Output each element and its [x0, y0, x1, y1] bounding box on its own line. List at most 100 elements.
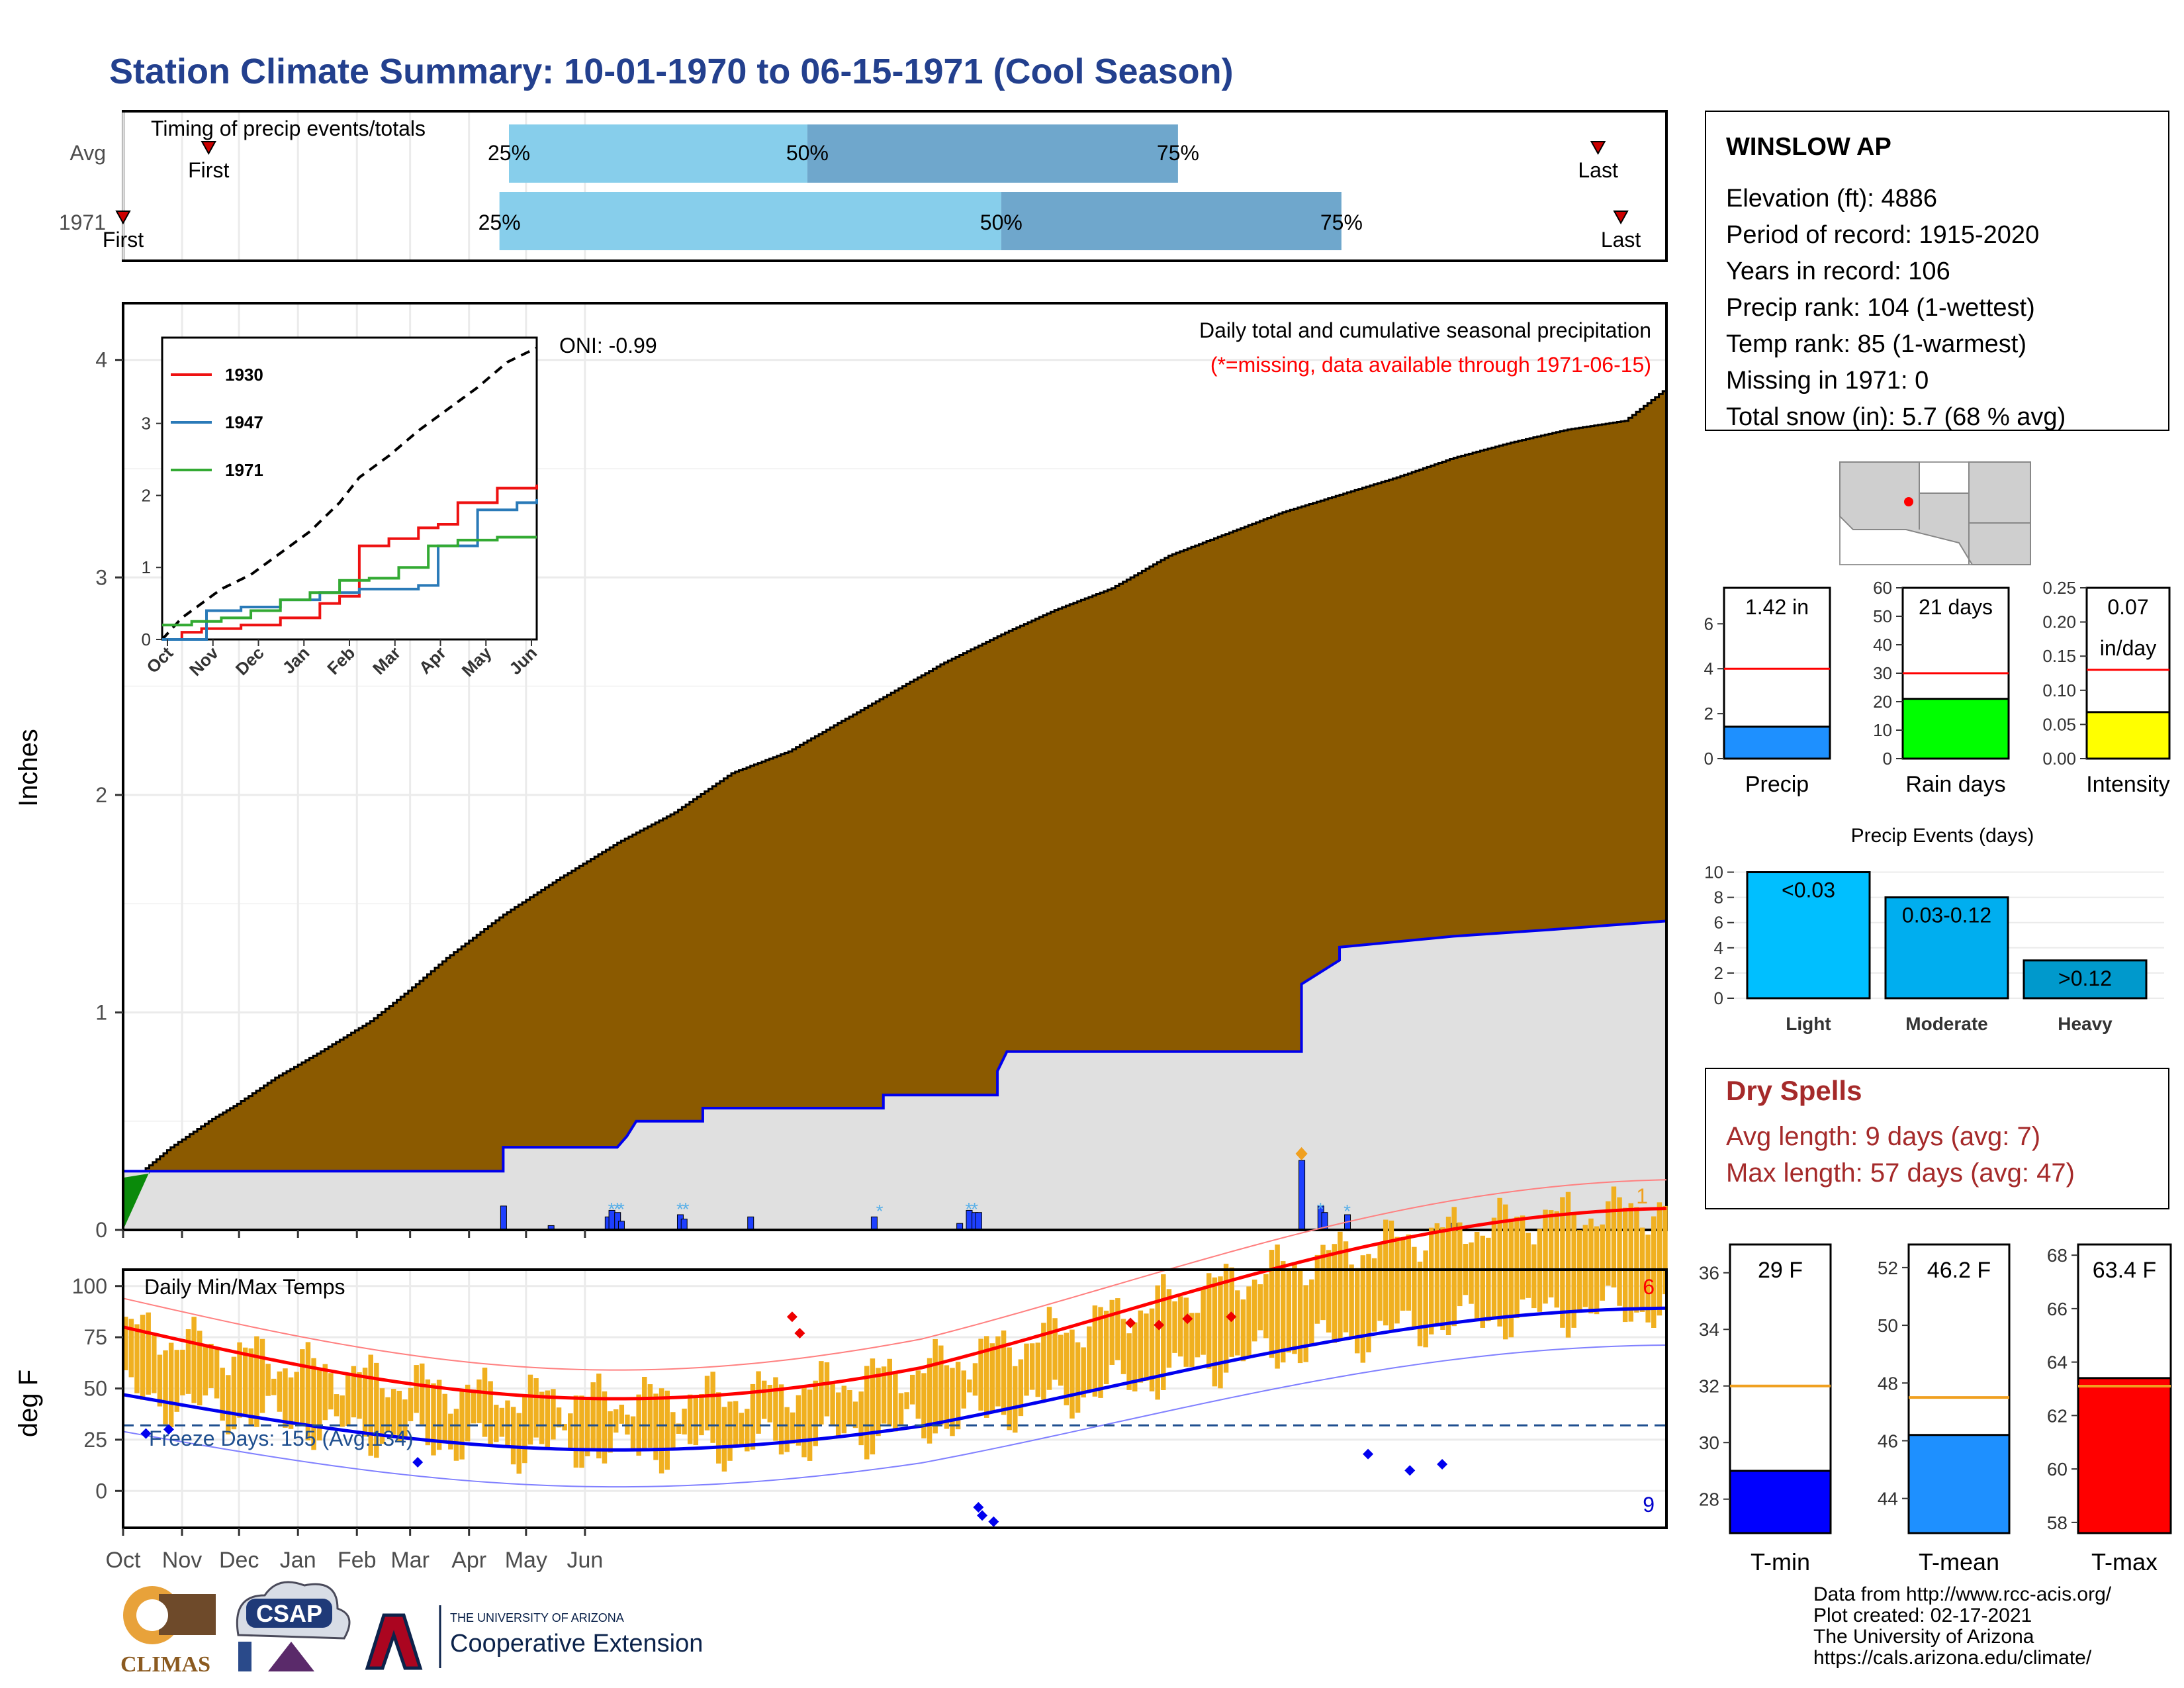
daily-temp-range-bar: [1360, 1255, 1366, 1363]
daily-temp-range-bar: [1275, 1244, 1280, 1369]
record-high-marker: [786, 1311, 797, 1323]
daily-temp-range-bar: [1206, 1273, 1212, 1369]
daily-temp-range-bar: [636, 1394, 641, 1456]
daily-temp-range-bar: [699, 1394, 704, 1436]
temp-heading: Daily Min/Max Temps: [144, 1275, 345, 1299]
snow-marker: *: [966, 1199, 973, 1219]
daily-temp-range-bar: [1257, 1284, 1263, 1331]
daily-temp-range-bar: [1046, 1307, 1052, 1390]
ua-small-text: THE UNIVERSITY OF ARIZONA: [450, 1611, 624, 1624]
daily-temp-range-bar: [944, 1365, 950, 1429]
events-y-tick: 10: [1704, 863, 1723, 882]
daily-temp-range-bar: [1565, 1192, 1571, 1338]
daily-temp-range-bar: [664, 1390, 670, 1470]
station-info-line: Period of record: 1915-2020: [1726, 221, 2039, 249]
precip-corner-count: 1: [1636, 1184, 1648, 1208]
daily-temp-range-bar: [619, 1405, 625, 1424]
daily-temp-range-bar: [1126, 1333, 1132, 1390]
temp-frame: [122, 1268, 1668, 1529]
temp-bar-tick: 52: [1878, 1258, 1898, 1278]
daily-temp-range-bar: [1366, 1254, 1371, 1352]
daily-temp-range-bar: [967, 1379, 972, 1393]
station-info-line: Years in record: 106: [1726, 258, 1950, 285]
temp-bar-tick: 58: [2047, 1513, 2068, 1533]
record-high-marker: [794, 1327, 805, 1338]
daily-temp-range-bar: [1662, 1205, 1668, 1295]
daily-temp-range-bar: [1617, 1197, 1622, 1306]
precip-y-tick: 4: [95, 348, 107, 372]
oni-label: ONI: -0.99: [559, 334, 657, 357]
daily-temp-range-bar: [835, 1392, 841, 1436]
mini-bar-value-label: 0.07: [2107, 595, 2148, 619]
daily-temp-range-bar: [396, 1390, 402, 1442]
daily-temp-range-bar: [784, 1407, 790, 1452]
temp-bar-tick: 46: [1878, 1430, 1898, 1451]
inset-legend-label: 1971: [225, 460, 263, 480]
daily-temp-range-bar: [562, 1424, 567, 1430]
daily-temp-range-bar: [1474, 1231, 1480, 1321]
month-tick-label: Feb: [338, 1548, 377, 1573]
timing-marker: [1590, 141, 1606, 156]
record-low-marker: [1437, 1459, 1448, 1470]
freeze-days-label: Freeze Days: 155 (Avg:134): [149, 1427, 414, 1450]
daily-temp-range-bar: [904, 1392, 909, 1409]
daily-temp-range-bar: [1355, 1268, 1360, 1354]
daily-temp-range-bar: [1269, 1250, 1275, 1358]
daily-temp-range-bar: [214, 1347, 220, 1399]
temp-bar-value: [2077, 1377, 2172, 1534]
avg-cumulative-area: [122, 388, 1668, 1231]
daily-temp-range-bar: [1240, 1299, 1246, 1362]
month-tick-label: Apr: [451, 1548, 486, 1573]
temp-bar-value-label: 29 F: [1758, 1258, 1803, 1283]
daily-temp-range-bar: [448, 1413, 453, 1450]
daily-temp-range-bar: [510, 1407, 516, 1465]
timing-bar-50-75: [807, 124, 1178, 183]
daily-temp-range-bar: [374, 1362, 379, 1458]
timing-bar-25-50: [499, 192, 1001, 250]
daily-temp-range-bar: [334, 1394, 340, 1417]
snow-marker: *: [617, 1199, 625, 1219]
daily-temp-range-bar: [505, 1400, 510, 1446]
record-high-marker: [1125, 1317, 1136, 1329]
daily-temp-range-bar: [1087, 1326, 1092, 1391]
month-tick-label: May: [505, 1548, 547, 1573]
station-info-line: Total snow (in): 5.7 (68 % avg): [1726, 403, 2066, 431]
daily-temp-range-bar: [1486, 1237, 1491, 1321]
daily-temp-range-bar: [881, 1366, 887, 1424]
snow-marker: *: [608, 1199, 615, 1219]
temp-bar-tick: 32: [1699, 1376, 1719, 1397]
temp-bar-value: [1907, 1434, 2011, 1534]
month-tick-label: Mar: [390, 1548, 430, 1573]
dry-spells-max: Max length: 57 days (avg: 47): [1726, 1158, 2075, 1188]
record-high-marker: [1154, 1319, 1165, 1331]
daily-temp-range-bar: [978, 1338, 983, 1411]
location-map: [1839, 461, 2031, 565]
footer-line: The University of Arizona: [1813, 1626, 2034, 1648]
daily-temp-range-bar: [453, 1409, 459, 1461]
temp-y-axis-label: deg F: [14, 1370, 43, 1437]
daily-temp-range-bar: [721, 1407, 727, 1472]
daily-precip-bar: [1298, 1160, 1306, 1231]
daily-temp-range-bar: [893, 1371, 898, 1432]
daily-temp-range-bar: [226, 1375, 231, 1434]
daily-temp-range-bar: [1645, 1235, 1651, 1323]
daily-temp-range-bar: [1548, 1210, 1554, 1297]
daily-temp-range-bar: [995, 1336, 1001, 1407]
daily-temp-range-bar: [858, 1391, 864, 1446]
station-location-dot: [1904, 497, 1913, 506]
temp-bar-tick: 62: [2047, 1405, 2068, 1426]
record-low-marker: [1363, 1448, 1374, 1460]
timing-marker-label: Last: [1601, 228, 1641, 252]
daily-temp-range-bar: [203, 1345, 208, 1396]
month-tick-label: Jun: [567, 1548, 603, 1573]
daily-temp-range-bar: [237, 1342, 242, 1418]
daily-temp-range-bar: [1172, 1301, 1177, 1353]
daily-temp-range-bar: [1303, 1285, 1308, 1362]
daily-temp-range-bar: [1394, 1237, 1400, 1324]
daily-temp-range-bar: [653, 1393, 659, 1460]
timing-percentile-label: 25%: [488, 141, 530, 165]
mini-bar-value: [1901, 698, 2010, 760]
temp-y-tick: 25: [83, 1428, 107, 1452]
daily-temp-range-bar: [1480, 1235, 1486, 1328]
record-low-marker: [977, 1510, 988, 1521]
